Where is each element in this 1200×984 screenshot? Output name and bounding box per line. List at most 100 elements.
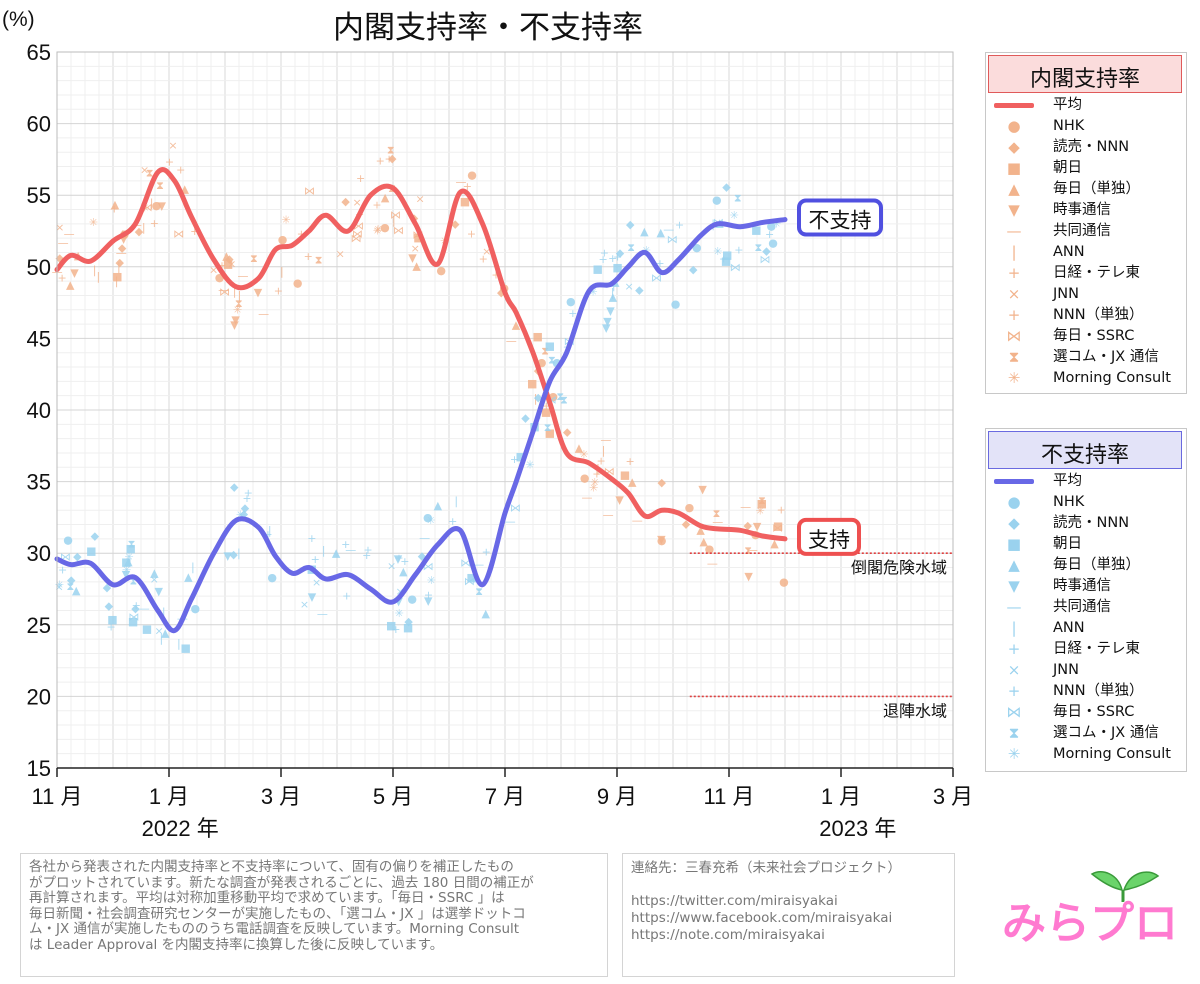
support-legend-item: × JNN [986,284,1181,305]
poll-point: — [345,544,356,557]
poll-point: ■ [545,340,555,353]
oppose-legend-marker-icon [992,471,1036,492]
logo-sprout-icon [1090,870,1160,902]
chart-axes: 11 月 1 月 3 月 5 月 7 月 9 月 11 月 1 月 3 月 2022 年 2023 … [27,40,974,841]
poll-point: ⋈ [142,201,153,214]
poll-point: + [376,154,385,167]
support-legend-marker-icon: + [1007,306,1021,324]
oppose-legend-label: 選コム・JX 通信 [1053,725,1159,741]
poll-point: + [400,555,409,568]
poll-point: ✳ [589,481,598,494]
oppose-legend-item: × JNN [986,660,1181,681]
note-line: は Leader Approval を内閣支持率に換算した後に反映しています。 [29,936,444,953]
support-legend-label: 毎日（単独） [1053,181,1140,197]
poll-point: × [482,245,491,258]
poll-point: — [419,532,430,545]
contact-link-note[interactable]: https://note.com/miraisyakai [631,927,825,943]
poll-point: ✳ [730,209,739,222]
oppose-legend-item: + NNN（単独） [986,681,1181,702]
poll-point: ⋈ [423,560,434,573]
poll-point: + [263,528,272,541]
series-callout-支持: 支持 [797,517,861,556]
poll-point: ⋈ [352,228,363,241]
oppose-legend-label: ANN [1053,620,1085,636]
oppose-legend-marker-icon: | [1011,619,1017,637]
support-legend-marker-icon: × [1007,285,1021,303]
support-legend-item: ⋈ 毎日・SSRC [986,326,1181,347]
poll-point: ▼ [424,594,433,607]
poll-point: ■ [592,263,602,276]
poll-point: ◆ [230,480,239,493]
note-line: がプロットされています。新たな調査が発表されるごとに、過去 180 日間の補正が [29,874,534,891]
year-label: 2023 年 [819,816,896,841]
support-legend-item: 平均 [986,95,1181,116]
poll-point: ◆ [521,411,530,424]
poll-point: ⋈ [219,285,230,298]
support-legend-marker-icon: + [1007,264,1021,282]
poll-scatter-points: ◆|+⋈|■■✳✳+■▲◆▼▲▲+■●×—⋈▲◆ ⧗⧗+▼ ×✳+✳+⋈●+■●|◆… [52,139,789,655]
poll-point: | [454,494,458,507]
poll-point: ■ [527,377,537,390]
poll-point: ◆ [241,502,250,515]
oppose-legend-item: ◆ 読売・NNN [986,513,1181,534]
oppose-legend-label: 朝日 [1053,536,1082,552]
poll-point: ✳ [756,505,765,518]
poll-point: ■ [757,497,767,510]
poll-point: ◆ [103,581,112,594]
contact-link-twitter[interactable]: https://twitter.com/miraisyakai [631,893,838,909]
support-legend-item: ✳ Morning Consult [986,368,1181,389]
poll-point: ■ [142,622,152,635]
poll-point: ▲ [696,523,705,536]
poll-point: × [416,192,425,205]
poll-point: — [600,433,611,446]
poll-point: ⋈ [351,232,362,245]
poll-point: ◆ [563,425,572,438]
poll-point: + [596,454,605,467]
poll-point: ● [548,390,558,403]
poll-point: | [93,264,97,277]
logo-text: みらプロ [1002,898,1178,949]
poll-point: ▲ [699,535,708,548]
support-legend-item: + NNN（単独） [986,305,1181,326]
oppose-legend-item: ■ 朝日 [986,534,1181,555]
poll-point: + [110,203,119,216]
y-tick-label: 45 [27,326,51,351]
support-legend-item: — 共同通信 [986,221,1181,242]
poll-point: ⧗ [235,297,243,310]
poll-point: ◆ [240,507,249,520]
poll-point: ⧗ [560,393,568,406]
poll-point: | [602,444,606,457]
poll-point: ⋈ [604,465,615,478]
poll-point: ◆ [91,530,100,543]
poll-point: ▼ [157,200,166,213]
note-line: 各社から発表された内閣支持率と不支持率について、固有の偏りを補正したもの [29,859,514,875]
poll-point: + [385,152,394,165]
poll-point: | [392,214,396,227]
poll-point: ▼ [70,267,79,280]
poll-point: ▲ [770,537,779,550]
poll-point: ▼ [657,533,666,546]
poll-point: ⋈ [667,233,678,246]
oppose-legend-item: ● NHK [986,492,1181,513]
support-legend-label: 共同通信 [1053,223,1111,239]
poll-point: ◆ [658,476,667,489]
x-tick-label: 3 月 [261,784,301,809]
x-tick-label: 11 月 [32,784,83,809]
contact-link-facebook[interactable]: https://www.facebook.com/miraisyakai [631,910,893,926]
poll-point: — [747,543,758,556]
poll-point: × [411,242,420,255]
y-tick-label: 65 [27,40,51,65]
poll-point: + [165,155,174,168]
support-legend-label: 日経・テレ東 [1053,265,1140,281]
poll-point: ● [63,533,73,546]
poll-point: ● [705,543,715,556]
poll-point: ◆ [689,263,698,276]
poll-point: ⧗ [627,241,635,254]
poll-point: ✳ [122,564,131,577]
oppose-legend-marker-icon: + [1007,640,1021,658]
poll-point: — [505,515,516,528]
poll-point: — [139,602,150,615]
poll-point: ⧗ [556,390,564,403]
poll-point: + [655,257,664,270]
